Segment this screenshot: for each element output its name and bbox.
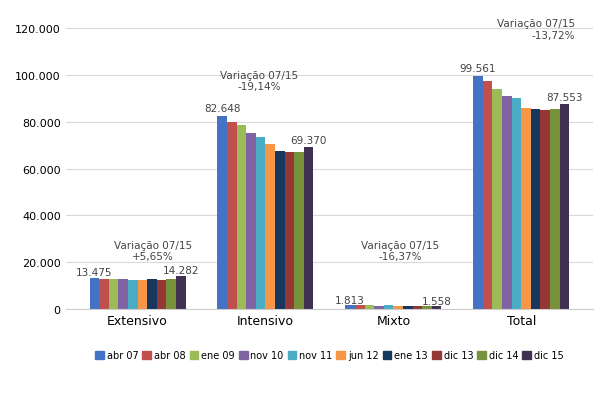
Text: Variação 07/15
-13,72%: Variação 07/15 -13,72% bbox=[497, 19, 575, 41]
Text: Variação 07/15
-16,37%: Variação 07/15 -16,37% bbox=[361, 240, 439, 261]
Bar bbox=[393, 306, 403, 310]
Bar bbox=[403, 306, 412, 310]
Bar bbox=[138, 280, 147, 310]
Bar bbox=[176, 276, 185, 310]
Bar bbox=[374, 306, 384, 310]
Bar bbox=[512, 99, 522, 310]
Bar bbox=[502, 96, 512, 310]
Bar bbox=[109, 279, 118, 310]
Bar bbox=[90, 278, 99, 310]
Bar bbox=[550, 109, 559, 310]
Text: 1.558: 1.558 bbox=[422, 296, 451, 306]
Bar bbox=[246, 134, 256, 310]
Bar bbox=[531, 109, 540, 310]
Text: 1.813: 1.813 bbox=[336, 295, 365, 305]
Bar bbox=[540, 111, 550, 310]
Bar bbox=[128, 280, 138, 310]
Bar bbox=[147, 280, 157, 310]
Bar bbox=[285, 153, 294, 310]
Bar bbox=[157, 280, 167, 310]
Bar bbox=[384, 306, 393, 310]
Bar bbox=[492, 89, 502, 310]
Text: 87.553: 87.553 bbox=[546, 92, 583, 102]
Text: 69.370: 69.370 bbox=[290, 136, 327, 146]
Text: 14.282: 14.282 bbox=[162, 266, 199, 275]
Bar bbox=[304, 147, 314, 310]
Bar bbox=[275, 152, 285, 310]
Bar bbox=[99, 279, 109, 310]
Bar bbox=[355, 306, 365, 310]
Legend: abr 07, abr 08, ene 09, nov 10, nov 11, jun 12, ene 13, dic 13, dic 14, dic 15: abr 07, abr 08, ene 09, nov 10, nov 11, … bbox=[92, 347, 567, 365]
Bar bbox=[432, 306, 441, 310]
Bar bbox=[294, 153, 304, 310]
Bar bbox=[559, 105, 569, 310]
Text: Variação 07/15
-19,14%: Variação 07/15 -19,14% bbox=[220, 71, 298, 92]
Text: 99.561: 99.561 bbox=[460, 64, 497, 74]
Bar bbox=[256, 138, 265, 310]
Text: 13.475: 13.475 bbox=[76, 267, 113, 277]
Bar bbox=[483, 82, 492, 310]
Bar bbox=[473, 77, 483, 310]
Bar bbox=[345, 305, 355, 310]
Bar bbox=[237, 126, 246, 310]
Bar bbox=[522, 108, 531, 310]
Bar bbox=[167, 279, 176, 310]
Text: Variação 07/15
+5,65%: Variação 07/15 +5,65% bbox=[114, 240, 192, 261]
Bar bbox=[218, 116, 227, 310]
Bar bbox=[118, 279, 128, 310]
Bar bbox=[265, 145, 275, 310]
Bar bbox=[422, 306, 432, 310]
Bar bbox=[412, 306, 422, 310]
Bar bbox=[365, 306, 374, 310]
Bar bbox=[227, 122, 237, 310]
Text: 82.648: 82.648 bbox=[204, 104, 240, 114]
